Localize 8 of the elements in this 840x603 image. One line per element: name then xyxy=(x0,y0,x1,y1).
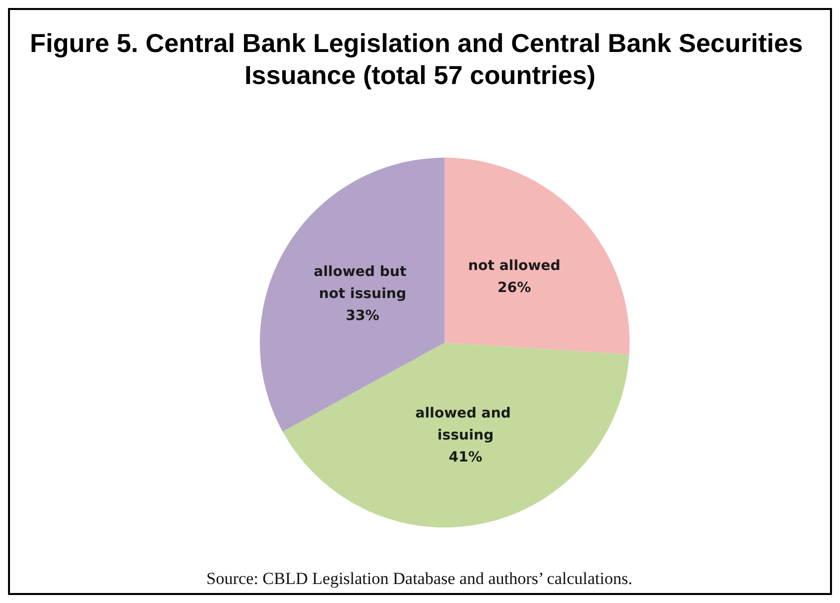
data-label: 33% xyxy=(346,308,380,324)
chart-title: Figure 5. Central Bank Legislation and Central Bank Securities Issuance (total 57 countries) xyxy=(30,28,810,90)
data-label: 26% xyxy=(498,280,532,296)
data-label: 41% xyxy=(448,450,482,466)
slice-label: allowed but not issuing xyxy=(314,264,412,302)
slice-label: allowed and issuing xyxy=(415,406,516,444)
slice-label: not allowed xyxy=(468,258,560,274)
source-note: Source: CBLD Legislation Database and authors’ calculations. xyxy=(206,569,632,588)
